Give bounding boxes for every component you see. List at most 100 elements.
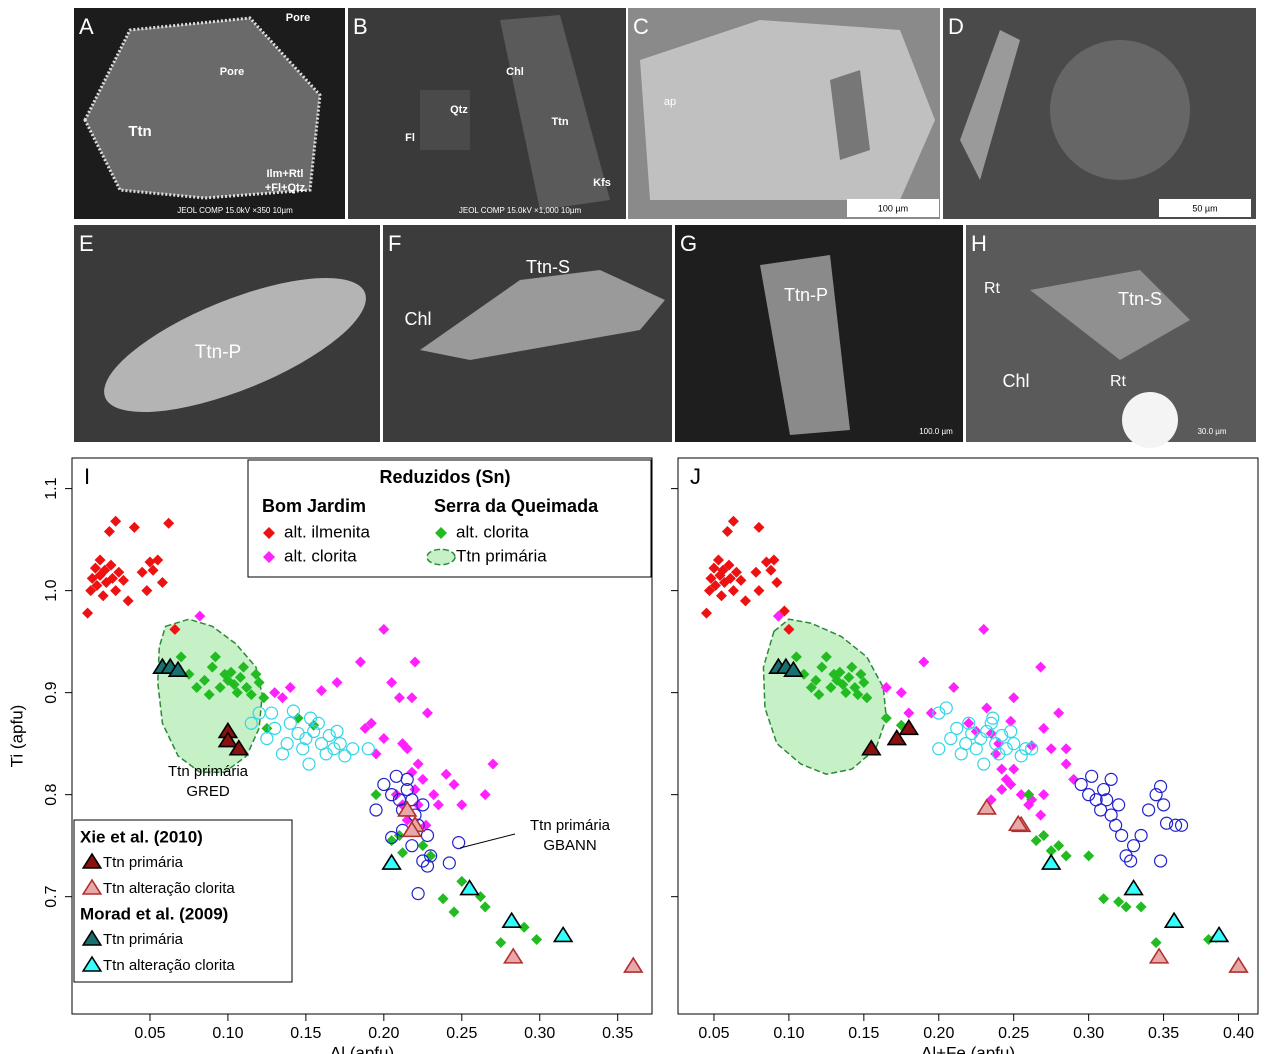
point	[307, 724, 321, 739]
panel-label: G	[680, 231, 697, 256]
point	[191, 682, 203, 694]
plot-frame	[677, 457, 1259, 1015]
point	[253, 676, 265, 688]
grain	[1030, 270, 1190, 360]
panel-note: ap	[664, 96, 676, 108]
point	[996, 763, 1008, 775]
point	[209, 651, 221, 663]
x-tick-label: 0.20	[368, 1025, 399, 1042]
x-tick-label: 0.15	[848, 1025, 879, 1042]
x-tick-label: 0.05	[698, 1025, 729, 1042]
panel-note: Pore	[286, 12, 310, 24]
point	[783, 660, 804, 677]
point	[1148, 947, 1170, 964]
panel-label: B	[353, 14, 368, 39]
point	[412, 799, 424, 811]
point	[378, 623, 390, 635]
point	[169, 623, 181, 635]
point	[432, 799, 444, 811]
point	[82, 607, 94, 619]
point	[1083, 850, 1095, 862]
point	[113, 566, 125, 578]
point	[501, 911, 522, 928]
point	[895, 687, 907, 699]
point	[981, 702, 993, 714]
legend-group: Serra da Queimada	[434, 496, 599, 516]
point	[970, 725, 982, 737]
point	[156, 576, 168, 588]
point	[932, 742, 946, 756]
point	[1208, 925, 1230, 943]
point	[214, 682, 226, 694]
chart-label: I	[84, 464, 90, 489]
point	[855, 668, 867, 680]
point	[708, 562, 720, 574]
point	[1015, 789, 1027, 801]
panel-note: Qtz	[450, 104, 468, 116]
point	[268, 721, 282, 735]
x-tick-label: 0.25	[446, 1025, 477, 1042]
point	[1038, 789, 1050, 801]
point	[315, 685, 327, 697]
point	[735, 574, 747, 586]
point	[717, 564, 729, 576]
point	[244, 716, 258, 730]
panel-note: Ttn	[551, 116, 568, 128]
point	[992, 747, 1006, 761]
point	[724, 572, 736, 584]
legend-label: alt. clorita	[284, 546, 357, 565]
point	[448, 778, 460, 790]
point	[552, 925, 574, 943]
point	[1228, 956, 1249, 973]
point	[448, 906, 460, 918]
point	[700, 607, 712, 619]
point	[1060, 850, 1072, 862]
point	[834, 666, 846, 678]
point	[1007, 737, 1021, 751]
point	[238, 661, 250, 673]
point	[1119, 849, 1133, 863]
point	[89, 562, 101, 574]
point	[1127, 839, 1141, 853]
annotation: GBANN	[543, 837, 596, 854]
point	[1085, 769, 1099, 783]
point	[1159, 816, 1174, 830]
legend-label: Ttn primária	[456, 546, 547, 565]
point	[99, 564, 111, 576]
grain	[760, 255, 850, 435]
point	[105, 559, 117, 571]
point	[918, 656, 930, 668]
point	[495, 937, 507, 949]
point	[346, 742, 360, 756]
point	[1060, 758, 1072, 770]
point	[424, 849, 438, 863]
point	[880, 712, 892, 724]
point	[1082, 788, 1096, 802]
point	[420, 859, 435, 873]
point	[813, 689, 825, 701]
point	[999, 742, 1013, 756]
point	[984, 716, 998, 730]
point	[750, 566, 762, 578]
point	[405, 839, 419, 853]
point	[260, 731, 274, 746]
point	[405, 793, 419, 807]
point	[963, 717, 975, 729]
point	[322, 728, 336, 743]
point	[1109, 818, 1123, 832]
point	[396, 800, 418, 817]
point	[385, 788, 399, 802]
point	[1005, 715, 1017, 727]
point	[406, 692, 418, 704]
point	[1156, 798, 1171, 812]
point	[206, 661, 218, 673]
y-axis-label: Ti (apfu)	[7, 705, 26, 768]
point	[401, 820, 423, 838]
point	[986, 711, 1000, 725]
point	[1030, 835, 1042, 847]
point	[1120, 901, 1132, 913]
point	[772, 610, 784, 622]
point	[377, 777, 391, 792]
point	[1053, 840, 1065, 852]
